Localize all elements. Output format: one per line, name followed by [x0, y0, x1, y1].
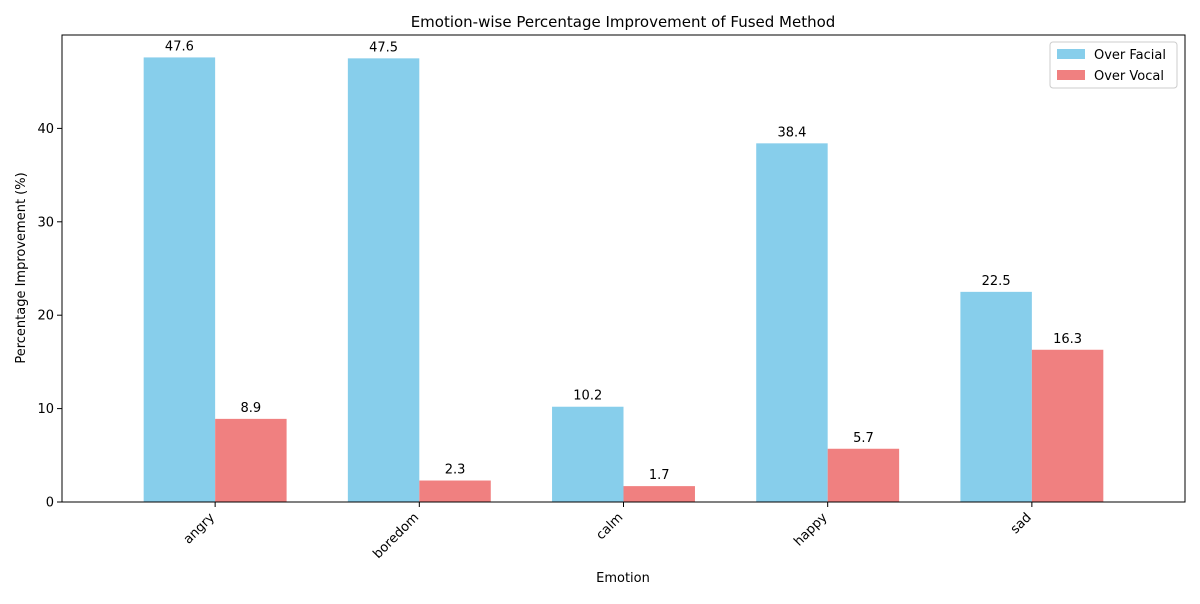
chart-title: Emotion-wise Percentage Improvement of F…: [411, 13, 836, 31]
plot-frame: [61, 34, 1186, 503]
data-labels-group: 47.6 47.5 10.2 38.4 22.5 8.9 2.3 1.7 5.7 16.3: [165, 39, 1082, 483]
bars-group: [143, 57, 1104, 503]
legend-swatch-over-vocal: [1057, 70, 1085, 80]
y-axis: 0 10 20 30 40: [37, 122, 62, 511]
bar-over-facial-sad: [960, 291, 1032, 502]
data-label-over-vocal-boredom: 2.3: [445, 463, 466, 478]
data-label-over-facial-sad: 22.5: [982, 274, 1011, 289]
y-tick-label: 20: [37, 309, 54, 324]
data-label-over-vocal-angry: 8.9: [241, 401, 262, 416]
legend-label-over-facial: Over Facial: [1094, 48, 1166, 63]
x-tick-label-boredom: boredom: [370, 510, 422, 562]
legend: Over Facial Over Vocal: [1049, 41, 1178, 89]
data-label-over-facial-happy: 38.4: [777, 125, 806, 140]
y-tick-label: 30: [37, 215, 54, 230]
x-tick-label-happy: happy: [791, 510, 830, 549]
x-tick-label-angry: angry: [181, 510, 218, 547]
x-tick-label-calm: calm: [594, 510, 627, 543]
x-axis-label: Emotion: [596, 571, 650, 586]
bar-over-vocal-boredom: [419, 480, 491, 502]
y-tick-label: 10: [37, 402, 54, 417]
bar-over-facial-calm: [552, 406, 624, 502]
data-label-over-facial-calm: 10.2: [573, 389, 602, 404]
y-axis-label: Percentage Improvement (%): [14, 172, 29, 363]
bar-over-facial-boredom: [347, 58, 420, 502]
data-label-over-vocal-happy: 5.7: [853, 431, 874, 446]
y-tick-label: 40: [37, 122, 54, 137]
y-tick-label: 0: [46, 496, 54, 511]
x-tick-label-sad: sad: [1008, 510, 1035, 537]
bar-over-vocal-sad: [1031, 349, 1104, 502]
bar-over-vocal-angry: [215, 418, 287, 502]
bar-over-facial-happy: [756, 143, 828, 502]
x-axis: angry boredom calm happy sad: [181, 502, 1035, 562]
bar-over-vocal-calm: [623, 486, 695, 502]
data-label-over-facial-angry: 47.6: [165, 39, 194, 54]
bar-over-facial-angry: [143, 57, 216, 503]
data-label-over-vocal-sad: 16.3: [1053, 332, 1082, 347]
data-label-over-facial-boredom: 47.5: [369, 40, 398, 55]
legend-label-over-vocal: Over Vocal: [1094, 69, 1164, 84]
bar-over-vocal-happy: [827, 448, 900, 502]
data-label-over-vocal-calm: 1.7: [649, 468, 670, 483]
legend-swatch-over-facial: [1057, 49, 1085, 59]
